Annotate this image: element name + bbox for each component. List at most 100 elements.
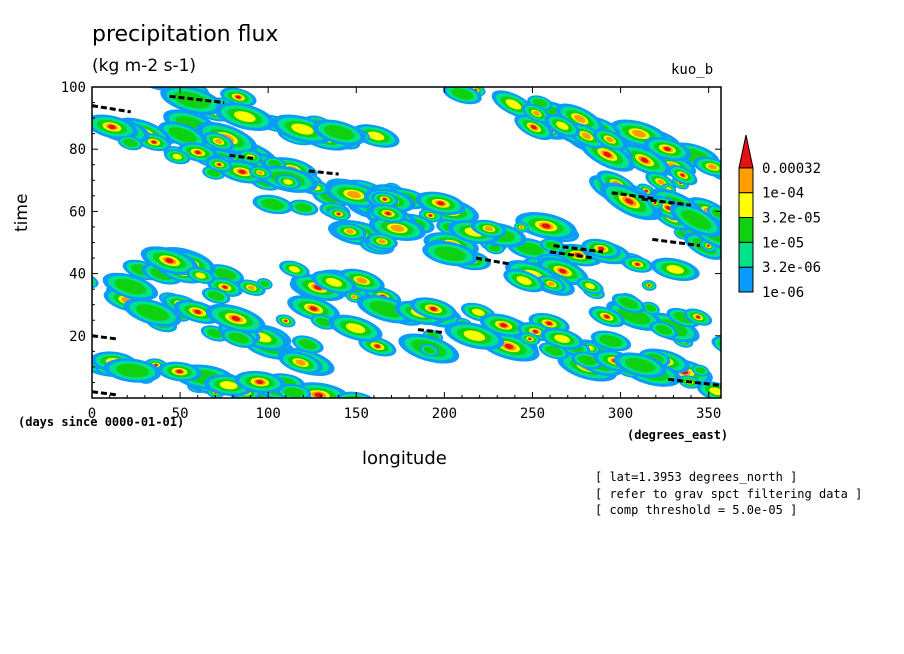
note-filtering: [ refer to grav spct filtering data ] — [595, 487, 863, 501]
precip-level-3 — [369, 300, 403, 318]
precip-cell — [214, 102, 275, 131]
run-label: kuo_b — [671, 62, 714, 78]
precip-cell — [287, 295, 340, 322]
precip-level-6 — [546, 321, 553, 326]
precip-level-3 — [140, 66, 179, 89]
x-tick-label: 50 — [172, 406, 189, 422]
threshold-contour — [308, 169, 339, 176]
precip-level-5 — [356, 277, 368, 284]
precip-cell — [649, 321, 678, 339]
precip-level-3 — [135, 304, 170, 321]
precip-level-3 — [261, 198, 285, 210]
precip-level-6 — [165, 258, 174, 264]
precip-cell — [641, 301, 660, 315]
precip-level-6 — [231, 316, 241, 322]
precip-level-3 — [451, 88, 474, 100]
threshold-contour — [169, 94, 225, 105]
precip-level-5 — [657, 179, 665, 185]
precip-level-5 — [547, 281, 555, 287]
precip-level-6 — [309, 306, 318, 311]
precip-cell — [326, 206, 351, 221]
colorbar-label: 0.00032 — [762, 161, 821, 177]
precip-level-6 — [374, 344, 381, 349]
precip-level-5 — [519, 225, 524, 229]
precip-level-3 — [488, 244, 501, 252]
precip-cell — [515, 212, 577, 240]
precip-cell — [217, 160, 268, 184]
precip-level-6 — [648, 284, 651, 287]
precip-level-6 — [284, 319, 288, 323]
precip-level-3 — [207, 291, 225, 301]
precip-level-3 — [625, 358, 656, 373]
y-tick-label: 20 — [69, 329, 86, 345]
precip-level-3 — [114, 278, 147, 295]
precip-level-6 — [707, 244, 710, 247]
precip-cell — [328, 314, 383, 342]
precip-level-6 — [665, 205, 672, 211]
precip-cell — [540, 238, 566, 253]
precip-cell — [158, 121, 208, 149]
precip-cell — [621, 255, 654, 273]
precip-level-4 — [516, 276, 532, 285]
y-tick-label: 80 — [69, 142, 86, 158]
axes: 0 50 100 150 200 250 300 350 20 40 60 80 100 — [61, 80, 722, 422]
precip-cell — [555, 103, 604, 135]
precip-level-6 — [653, 201, 657, 205]
precip-level-3 — [618, 297, 639, 309]
threshold-contour — [417, 328, 445, 335]
threshold-contours — [92, 94, 721, 397]
precip-level-6 — [558, 268, 567, 274]
precip-level-6 — [528, 337, 532, 341]
precip-cell — [291, 335, 324, 354]
precip-level-6 — [194, 309, 202, 315]
precip-cell — [471, 219, 507, 238]
precip-level-3 — [206, 328, 223, 338]
precip-level-4 — [556, 121, 569, 130]
threshold-contour — [229, 153, 255, 161]
precip-cell — [537, 257, 589, 286]
precip-level-6 — [541, 223, 551, 229]
precip-level-4 — [471, 308, 485, 316]
precip-cell — [92, 114, 138, 140]
precip-cell — [234, 370, 286, 394]
precip-level-6 — [108, 124, 116, 130]
colorbar: 1e-06 3.2e-06 1e-05 3.2e-05 1e-04 0.00032 — [738, 134, 821, 301]
precip-level-6 — [305, 399, 307, 401]
colorbar-segment — [738, 217, 754, 243]
chart-title: precipitation flux — [92, 22, 279, 47]
precip-level-3 — [681, 210, 712, 230]
x-tick-label: 0 — [88, 406, 96, 422]
precip-level-3 — [695, 367, 706, 374]
precip-level-5 — [378, 239, 386, 244]
precip-level-3 — [214, 268, 237, 280]
precip-cell — [256, 278, 273, 290]
precip-level-5 — [484, 226, 494, 232]
x-tick-label: 300 — [608, 406, 633, 422]
precip-cell — [650, 257, 700, 281]
precip-cell — [544, 114, 580, 138]
precip-level-4 — [172, 153, 182, 160]
precip-cell — [503, 268, 545, 293]
precip-level-4 — [147, 70, 171, 85]
precip-level-6 — [235, 95, 241, 99]
precip-cell — [540, 327, 584, 350]
precip-cell — [248, 165, 272, 180]
precip-level-3 — [599, 335, 623, 347]
precip-level-4 — [554, 334, 570, 343]
precip-level-4 — [345, 323, 366, 334]
precip-cell — [312, 119, 366, 146]
precip-cell — [409, 297, 458, 321]
precip-level-6 — [176, 369, 183, 374]
precip-level-3 — [545, 346, 563, 356]
precip-level-6 — [430, 306, 437, 312]
colorbar-label: 1e-05 — [762, 235, 804, 251]
precip-cell — [514, 114, 554, 141]
precip-cell — [237, 279, 266, 296]
precip-cell — [513, 221, 530, 233]
precip-level-3 — [516, 242, 544, 256]
precip-level-6 — [604, 314, 610, 319]
precip-cell — [422, 241, 479, 267]
precip-level-6 — [151, 140, 157, 144]
precip-level-6 — [500, 323, 508, 328]
precip-cell — [310, 314, 337, 330]
